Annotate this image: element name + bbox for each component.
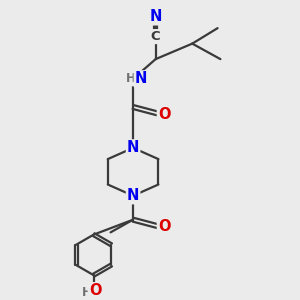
Text: O: O <box>158 219 170 234</box>
Text: N: N <box>127 188 139 203</box>
Text: H: H <box>126 72 136 85</box>
Text: N: N <box>149 9 162 24</box>
Text: N: N <box>135 71 147 86</box>
Text: C: C <box>151 30 160 43</box>
Text: O: O <box>89 283 101 298</box>
Text: N: N <box>127 140 139 155</box>
Text: H: H <box>82 286 92 298</box>
Text: O: O <box>158 106 170 122</box>
